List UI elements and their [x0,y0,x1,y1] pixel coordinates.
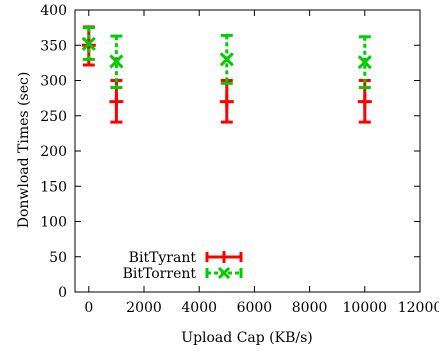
y-tick-label: 100 [40,215,67,231]
x-tick-label: 10000 [343,300,388,316]
y-tick-label: 50 [49,250,67,266]
data-point-bittyrant [219,94,234,109]
x-tick-label: 8000 [292,300,328,316]
legend-marker-bittorrent [217,266,231,280]
legend-marker-bittyrant [218,251,230,263]
y-tick-label: 200 [40,144,67,160]
legend: BitTyrant BitTorrent [123,250,243,282]
data-point-bittyrant [357,94,372,109]
data-point-bittorrent [81,36,96,51]
x-tick-label: 4000 [181,300,217,316]
plot-frame [74,9,421,293]
y-tick-label: 150 [40,179,67,195]
y-tick-label: 400 [40,3,67,19]
x-tick-label: 2000 [126,300,162,316]
data-point-bittorrent [357,55,372,70]
data-point-bittorrent [109,54,124,69]
legend-samples [205,251,243,280]
data-point-bittyrant [109,94,124,109]
legend-label-bittorrent: BitTorrent [123,266,197,282]
data-point-bittorrent [219,52,234,67]
y-tick-label: 250 [40,109,67,125]
y-tick-label: 350 [40,38,67,54]
y-tick-label: 0 [58,285,67,301]
x-tick-label: 6000 [237,300,273,316]
x-tick-label: 12000 [398,300,439,316]
x-tick-label: 0 [84,300,93,316]
legend-label-bittyrant: BitTyrant [129,250,197,266]
y-tick-label: 300 [40,74,67,90]
x-axis-title: Upload Cap (KB/s) [181,330,312,346]
y-axis-title: Donwload Times (sec) [16,72,32,229]
